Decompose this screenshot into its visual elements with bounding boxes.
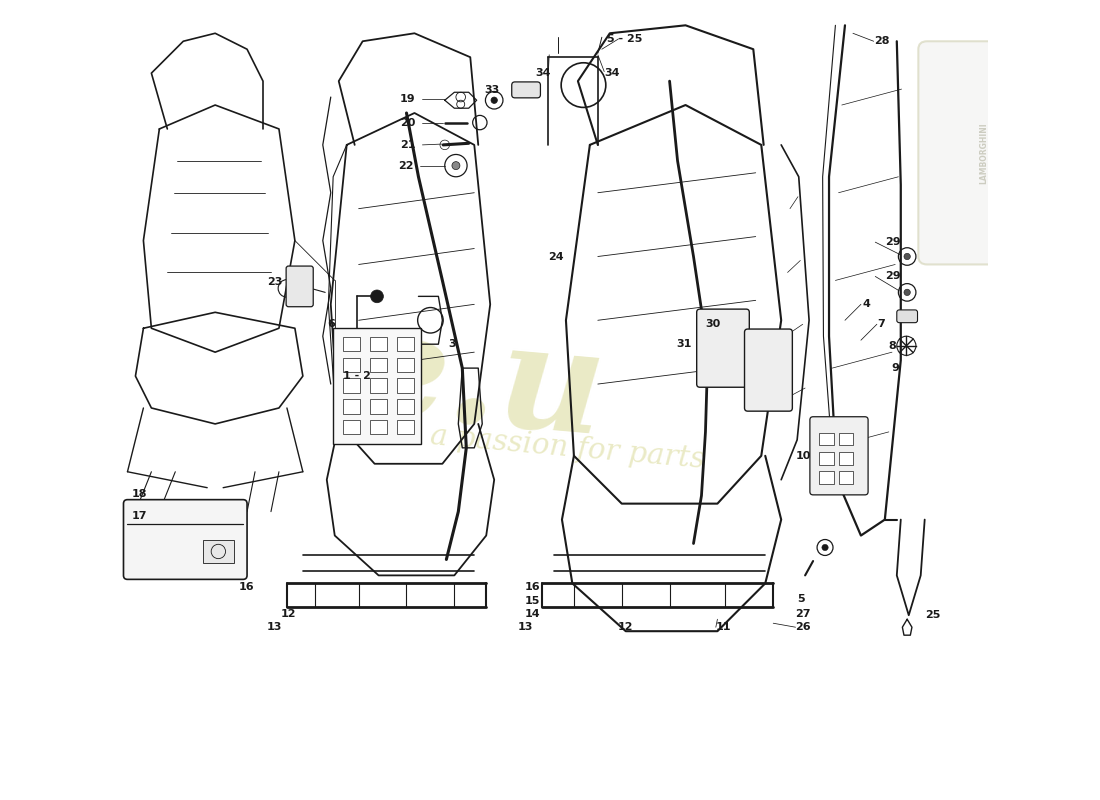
FancyBboxPatch shape [810, 417, 868, 495]
Text: 27: 27 [795, 609, 811, 618]
Bar [343, 337, 361, 351]
Text: 22: 22 [398, 161, 414, 170]
Circle shape [904, 289, 911, 295]
Bar [397, 337, 415, 351]
Text: 17: 17 [132, 510, 147, 521]
Bar [397, 358, 415, 372]
Text: 1 - 2: 1 - 2 [343, 371, 371, 381]
FancyBboxPatch shape [745, 329, 792, 411]
Bar [370, 399, 387, 414]
Bar [370, 420, 387, 434]
FancyBboxPatch shape [896, 310, 917, 322]
Text: 5 - 25: 5 - 25 [607, 34, 642, 44]
Text: 9: 9 [891, 363, 899, 373]
Text: 5: 5 [798, 594, 805, 604]
Text: 12: 12 [280, 609, 296, 618]
Text: 11: 11 [716, 622, 732, 632]
Bar [820, 471, 834, 484]
Text: 29: 29 [884, 271, 901, 282]
FancyBboxPatch shape [123, 500, 248, 579]
Bar [838, 471, 853, 484]
Text: 19: 19 [400, 94, 416, 104]
Bar [343, 399, 361, 414]
Text: 12: 12 [618, 622, 634, 632]
Circle shape [822, 544, 828, 550]
Text: 8: 8 [888, 341, 895, 350]
Bar [370, 337, 387, 351]
FancyBboxPatch shape [696, 309, 749, 387]
Text: 20: 20 [400, 118, 416, 127]
Circle shape [371, 290, 384, 302]
Text: 26: 26 [795, 622, 811, 632]
Text: 15: 15 [525, 596, 540, 606]
Text: 23: 23 [267, 277, 283, 287]
Bar [838, 452, 853, 465]
Bar [838, 433, 853, 446]
Text: 3: 3 [448, 339, 455, 349]
Text: 13: 13 [518, 622, 534, 632]
FancyBboxPatch shape [918, 42, 1049, 265]
Text: 28: 28 [873, 36, 889, 46]
Bar [397, 399, 415, 414]
Text: 18: 18 [132, 489, 147, 499]
Text: 7: 7 [877, 319, 884, 330]
Bar [204, 539, 233, 563]
Bar [397, 420, 415, 434]
Circle shape [452, 162, 460, 170]
Bar [343, 378, 361, 393]
Text: 14: 14 [525, 609, 540, 618]
Text: 25: 25 [925, 610, 940, 620]
Text: 34: 34 [536, 68, 551, 78]
Text: 34: 34 [604, 68, 619, 78]
Bar [343, 420, 361, 434]
Bar [397, 378, 415, 393]
Text: 13: 13 [267, 622, 283, 632]
Bar [333, 328, 421, 444]
Circle shape [491, 97, 497, 103]
Text: 6: 6 [327, 319, 334, 330]
Text: LAMBORGHINI: LAMBORGHINI [980, 122, 989, 184]
Bar [370, 358, 387, 372]
Bar [343, 358, 361, 372]
FancyBboxPatch shape [286, 266, 313, 306]
Text: 30: 30 [705, 319, 720, 330]
Text: 29: 29 [884, 237, 901, 247]
Circle shape [904, 254, 911, 260]
Text: e.u: e.u [350, 302, 610, 466]
FancyBboxPatch shape [512, 82, 540, 98]
Text: 21: 21 [400, 140, 416, 150]
Text: 31: 31 [676, 339, 691, 349]
Text: 33: 33 [485, 85, 499, 95]
Text: a passion for parts: a passion for parts [429, 422, 706, 474]
Text: 4: 4 [862, 299, 870, 310]
Bar [820, 452, 834, 465]
Text: 16: 16 [239, 582, 255, 592]
Text: 10: 10 [795, 451, 811, 461]
Text: 24: 24 [549, 251, 564, 262]
Bar [370, 378, 387, 393]
Text: 16: 16 [525, 582, 540, 592]
Bar [820, 433, 834, 446]
